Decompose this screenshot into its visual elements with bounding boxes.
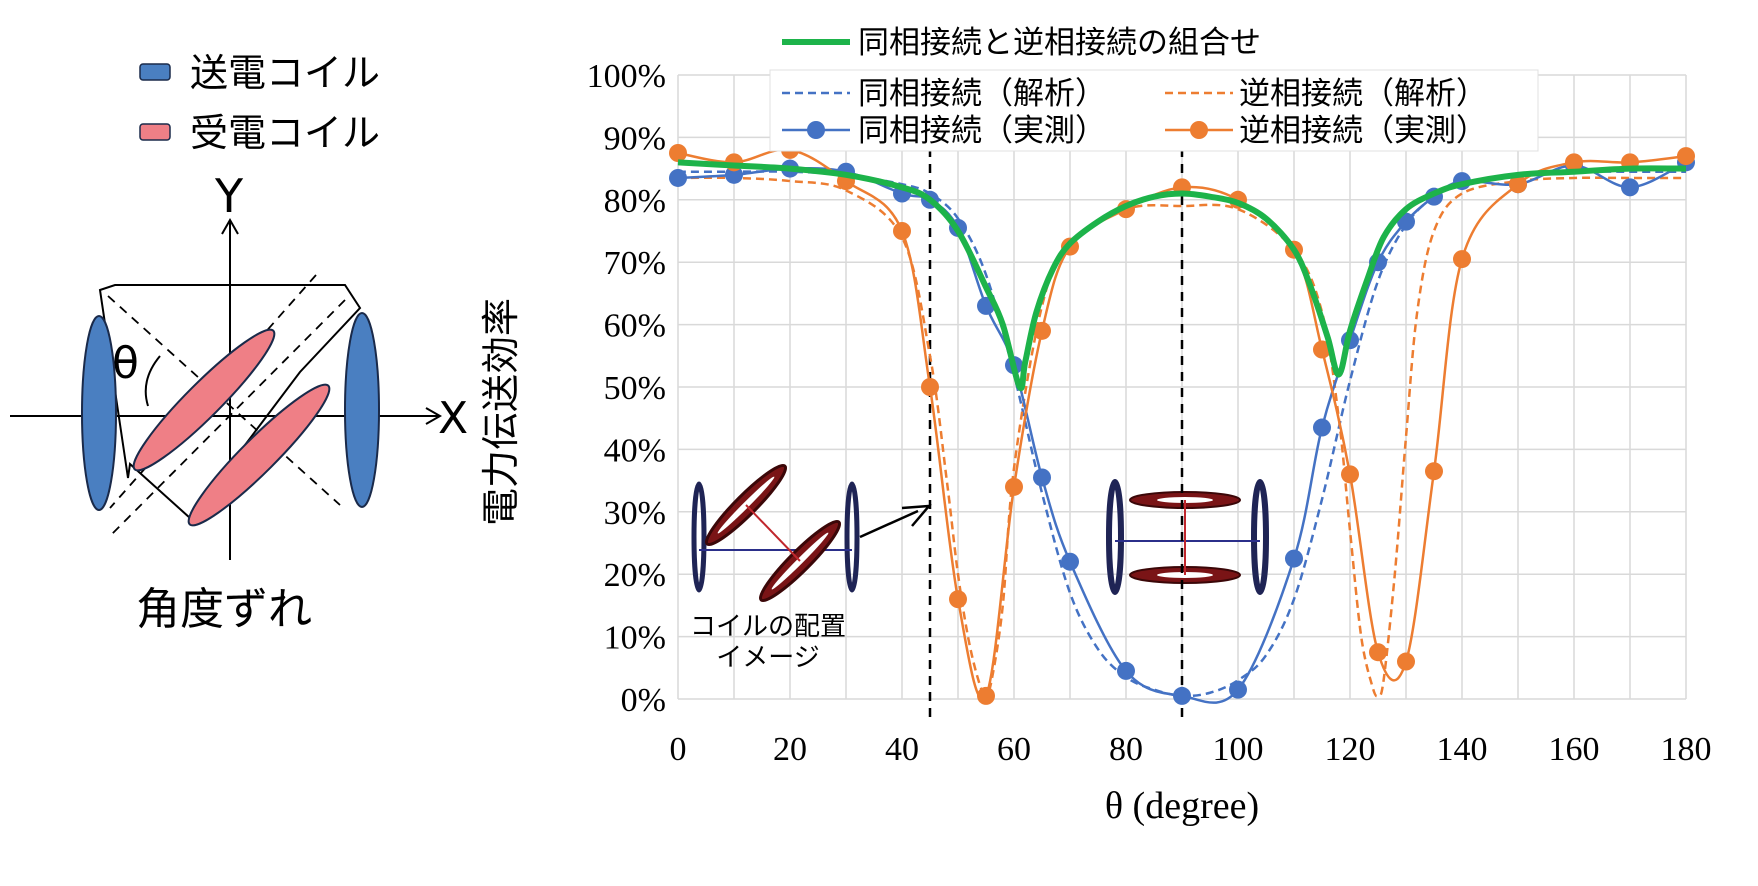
series-line <box>677 159 1687 392</box>
data-point <box>1313 340 1331 359</box>
diagonal-dash-2 <box>109 299 346 537</box>
y-tick-label: 10% <box>604 620 666 657</box>
x-tick-label: 40 <box>885 731 919 768</box>
x-tick-label: 100 <box>1213 731 1264 768</box>
data-point <box>921 378 939 396</box>
y-tick-labels: 0% 10% 20% 30% 40% 50% 60% 70% 80% 90% 100% <box>587 58 666 719</box>
x-tick-label: 80 <box>1109 731 1143 768</box>
y-axis-title: 電力伝送効率 <box>479 298 523 526</box>
x-tick-label: 0 <box>670 731 687 768</box>
inset-caption: コイルの配置イメージ <box>690 612 846 673</box>
legend-swatch-receive-coil <box>139 123 171 141</box>
reference-lines <box>928 148 1184 724</box>
x-axis-title: θ (degree) <box>1105 785 1259 827</box>
legend-label: 逆相接続（実測） <box>1239 113 1487 149</box>
data-point <box>1229 680 1247 699</box>
y-tick-label: 50% <box>604 370 666 407</box>
data-point <box>669 144 687 162</box>
legend-marker <box>807 121 825 139</box>
receiver-frame <box>98 284 362 520</box>
legend-box <box>769 69 1539 152</box>
receive-coil-upper <box>132 328 276 472</box>
x-tick-label: 180 <box>1661 731 1712 768</box>
x-tick-label: 140 <box>1437 731 1488 768</box>
data-point <box>1005 477 1023 496</box>
y-tick-label: 30% <box>604 495 666 532</box>
x-tick-label: 160 <box>1549 731 1600 768</box>
data-point <box>1565 153 1583 172</box>
legend-label-transmit-coil: 送電コイル <box>190 51 380 95</box>
data-point <box>1117 661 1135 680</box>
data-point <box>725 165 743 184</box>
inset-arrow-line <box>859 509 919 539</box>
diagram-caption: 角度ずれ <box>136 584 312 635</box>
legend-label: 同相接続（実測） <box>858 113 1106 149</box>
diagram-y-label: Y <box>214 169 244 223</box>
data-point <box>1285 549 1303 568</box>
y-tick-label: 70% <box>604 245 666 282</box>
diagonal-dash-1 <box>107 295 341 506</box>
data-point <box>949 590 967 609</box>
inset-coil-image-45deg <box>691 463 860 603</box>
data-point <box>893 222 911 240</box>
plot-series <box>669 140 1695 705</box>
y-tick-label: 0% <box>621 682 666 719</box>
data-point <box>1509 175 1527 194</box>
x-tick-label: 20 <box>773 731 807 768</box>
legend-label: 同相接続と逆相接続の組合せ <box>858 25 1261 61</box>
transmit-coil-left <box>81 315 117 511</box>
y-tick-label: 60% <box>604 308 666 345</box>
data-point <box>1033 321 1051 340</box>
y-tick-label: 40% <box>604 432 666 469</box>
legend-label: 同相接続（解析） <box>858 76 1106 112</box>
data-point <box>669 168 687 187</box>
series-line <box>677 176 1686 698</box>
transmit-coil-right <box>344 312 380 508</box>
data-point <box>1173 686 1191 705</box>
diagram-y-arrowhead <box>221 217 239 235</box>
data-point <box>1621 178 1639 197</box>
data-point <box>1677 147 1695 166</box>
diagram-x-label: X <box>438 393 468 444</box>
coil-diagram: 送電コイル 受電コイル Y X θ 角度ずれ <box>10 51 468 635</box>
legend-label-receive-coil: 受電コイル <box>190 111 380 155</box>
inset-coil-image-90deg <box>1106 479 1269 595</box>
diagram-x-arrowhead <box>425 407 443 425</box>
y-tick-label: 80% <box>604 183 666 220</box>
data-point <box>1453 250 1471 269</box>
x-tick-label: 60 <box>997 731 1031 768</box>
x-tick-labels: 0 20 40 60 80 100 120 140 160 180 <box>670 731 1712 768</box>
y-tick-label: 20% <box>604 557 666 594</box>
data-point <box>1369 643 1387 662</box>
data-point <box>1341 465 1359 484</box>
legend-swatch-transmit-coil <box>139 63 171 81</box>
legend-label: 逆相接続（解析） <box>1239 76 1487 112</box>
data-point <box>1313 418 1331 437</box>
data-point <box>1397 652 1415 671</box>
data-point <box>1425 462 1443 481</box>
receive-coil-lower <box>187 383 331 527</box>
y-tick-label: 100% <box>587 58 666 95</box>
y-tick-label: 90% <box>604 120 666 157</box>
angle-label: θ <box>112 338 139 389</box>
data-point <box>977 686 995 705</box>
angle-arc <box>144 355 161 407</box>
chart: 0% 10% 20% 30% 40% 50% 60% 70% 80% 90% 100% 0 20 40 6… <box>479 25 1712 827</box>
x-tick-label: 120 <box>1325 731 1376 768</box>
data-point <box>1033 468 1051 487</box>
legend-marker <box>1190 121 1208 139</box>
data-point <box>1061 552 1079 571</box>
